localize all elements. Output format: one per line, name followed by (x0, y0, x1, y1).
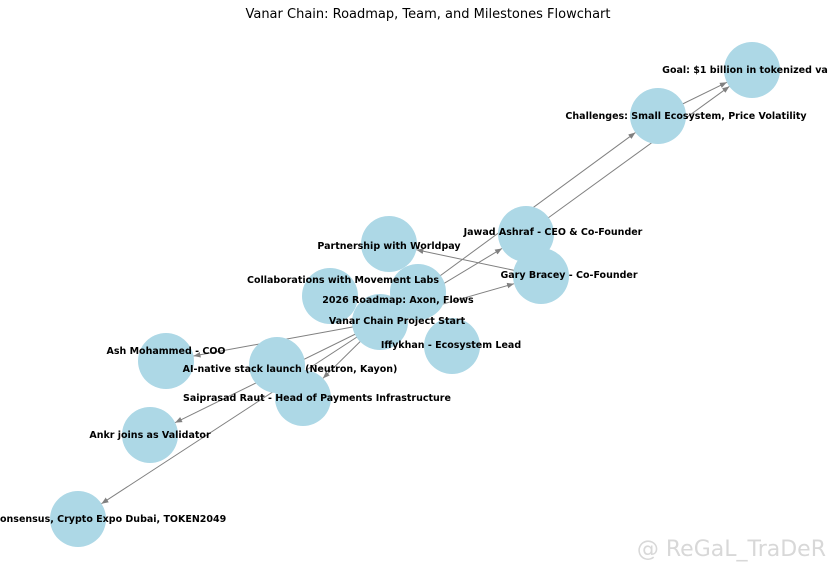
node-label-ankr: Ankr joins as Validator (89, 430, 211, 441)
node-jawad (498, 206, 554, 262)
node-label-saiprasad: Saiprasad Raut - Head of Payments Infras… (183, 393, 451, 404)
edge-jawad-goal (525, 86, 730, 235)
node-label-goal: Goal: $1 billion in tokenized va (662, 65, 828, 76)
node-label-gary: Gary Bracey - Co-Founder (500, 270, 637, 281)
watermark: @ ReGaL_TraDeR (637, 537, 826, 562)
node-label-ai: AI-native stack launch (Neutron, Kayon) (183, 364, 398, 375)
node-label-jawad: Jawad Ashraf - CEO & Co-Founder (463, 227, 643, 238)
node-challenges (630, 88, 686, 144)
node-roadmap (390, 264, 446, 320)
node-label-challenges: Challenges: Small Ecosystem, Price Volat… (565, 111, 807, 122)
node-label-iffykhan: Iffykhan - Ecosystem Lead (381, 340, 521, 351)
node-label-movement: Collaborations with Movement Labs (247, 275, 439, 286)
node-ash (138, 333, 194, 389)
node-label-consensus: onsensus, Crypto Expo Dubai, TOKEN2049 (0, 514, 226, 525)
node-consensus (50, 491, 106, 547)
edge-start-consensus (101, 321, 381, 505)
node-start (352, 294, 408, 350)
node-worldpay (361, 216, 417, 272)
node-goal (724, 42, 780, 98)
node-saiprasad (275, 370, 331, 426)
node-label-roadmap: 2026 Roadmap: Axon, Flows (322, 295, 474, 306)
node-gary (513, 248, 569, 304)
node-label-ash: Ash Mohammed - COO (107, 346, 226, 357)
node-iffykhan (424, 318, 480, 374)
node-ankr (122, 407, 178, 463)
node-label-worldpay: Partnership with Worldpay (317, 241, 461, 252)
node-movement (302, 268, 358, 324)
chart-title: Vanar Chain: Roadmap, Team, and Mileston… (245, 7, 610, 22)
node-label-start: Vanar Chain Project Start (329, 316, 466, 327)
